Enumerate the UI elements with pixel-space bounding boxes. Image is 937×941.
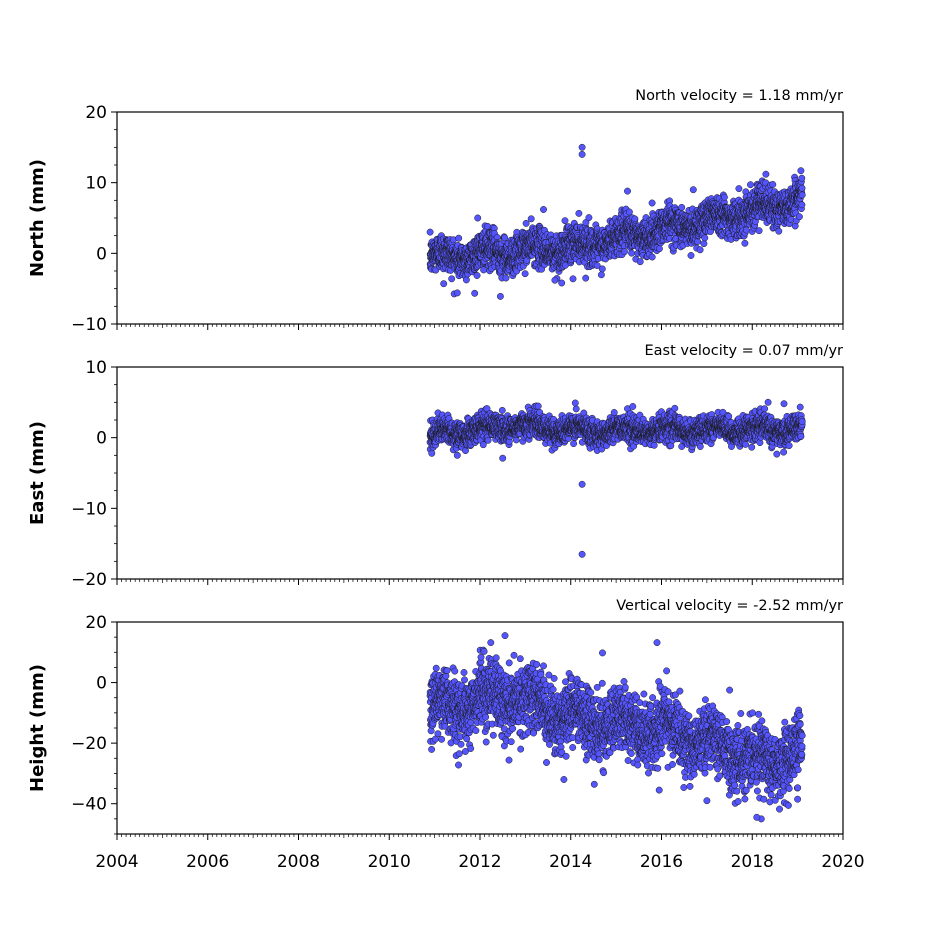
outlier-point bbox=[497, 293, 503, 299]
y-tick-label: 20 bbox=[85, 103, 107, 123]
data-point bbox=[656, 246, 662, 252]
data-point bbox=[576, 210, 582, 216]
data-points bbox=[427, 144, 806, 299]
data-point bbox=[499, 407, 505, 413]
panel-1: −10 0 10 20 North velocity = 1.18 mm/yr North… bbox=[27, 88, 843, 335]
data-point bbox=[503, 275, 509, 281]
data-point bbox=[679, 204, 685, 210]
data-point bbox=[573, 406, 579, 412]
outlier-point bbox=[475, 215, 481, 221]
outlier-point bbox=[441, 281, 447, 287]
panel-title: North velocity = 1.18 mm/yr bbox=[635, 88, 843, 104]
data-point bbox=[630, 403, 636, 409]
data-point bbox=[701, 240, 707, 246]
data-point bbox=[770, 181, 776, 187]
data-point bbox=[586, 214, 592, 220]
data-point bbox=[599, 266, 605, 272]
outlier-point bbox=[579, 144, 585, 150]
data-point bbox=[799, 202, 805, 208]
data-point bbox=[721, 194, 727, 200]
data-point bbox=[583, 275, 589, 281]
data-point bbox=[649, 200, 655, 206]
data-point bbox=[747, 182, 753, 188]
data-point bbox=[485, 437, 491, 443]
data-point bbox=[429, 450, 435, 456]
data-point bbox=[798, 168, 804, 174]
outlier-point bbox=[454, 290, 460, 296]
data-point bbox=[522, 271, 528, 277]
data-points bbox=[427, 399, 806, 557]
data-point bbox=[796, 214, 802, 220]
y-tick-label: 10 bbox=[85, 174, 107, 194]
data-point bbox=[570, 440, 576, 446]
data-point bbox=[535, 403, 541, 409]
data-point bbox=[799, 185, 805, 191]
outlier-point bbox=[540, 206, 546, 212]
data-point bbox=[523, 220, 529, 226]
data-point bbox=[626, 209, 632, 215]
data-point bbox=[736, 185, 742, 191]
data-point bbox=[480, 267, 486, 273]
data-point bbox=[799, 175, 805, 181]
data-point bbox=[621, 249, 627, 255]
data-point bbox=[484, 223, 490, 229]
data-point bbox=[649, 254, 655, 260]
data-point bbox=[776, 228, 782, 234]
outlier-point bbox=[559, 280, 565, 286]
outlier-point bbox=[688, 252, 694, 258]
data-point bbox=[637, 259, 643, 265]
data-point bbox=[611, 409, 617, 415]
outlier-point bbox=[690, 187, 696, 193]
outlier-point bbox=[756, 228, 762, 234]
data-point bbox=[598, 272, 604, 278]
data-point bbox=[463, 277, 469, 283]
y-tick-label: 0 bbox=[96, 244, 107, 264]
data-point bbox=[632, 216, 638, 222]
data-point bbox=[743, 227, 749, 233]
data-point bbox=[702, 235, 708, 241]
data-point bbox=[628, 250, 634, 256]
y-tick-label: −10 bbox=[71, 315, 107, 335]
data-point bbox=[502, 235, 508, 241]
data-point bbox=[799, 192, 805, 198]
outlier-point bbox=[624, 188, 630, 194]
data-point bbox=[449, 276, 455, 282]
y-axis-label: North (mm) bbox=[27, 159, 48, 277]
data-point bbox=[562, 218, 568, 224]
outlier-point bbox=[570, 276, 576, 282]
outlier-point bbox=[552, 277, 558, 283]
outlier-point bbox=[579, 151, 585, 157]
data-point bbox=[742, 240, 748, 246]
data-point bbox=[528, 216, 534, 222]
data-point bbox=[427, 229, 433, 235]
data-point bbox=[474, 272, 480, 278]
data-point bbox=[456, 235, 462, 241]
data-point bbox=[472, 290, 478, 296]
outlier-point bbox=[763, 171, 769, 177]
outlier-point bbox=[697, 247, 703, 253]
